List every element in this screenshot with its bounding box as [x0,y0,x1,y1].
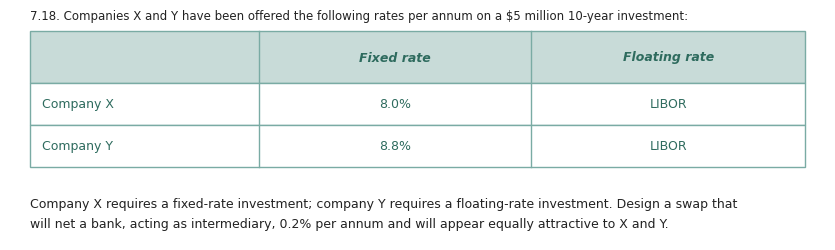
Text: 7.18. Companies X and Y have been offered the following rates per annum on a $5 : 7.18. Companies X and Y have been offere… [30,10,688,23]
Text: LIBOR: LIBOR [650,98,687,111]
Text: LIBOR: LIBOR [650,140,687,153]
Text: Company X: Company X [42,98,114,111]
Text: 8.0%: 8.0% [379,98,411,111]
Text: Company X requires a fixed-rate investment; company Y requires a floating-rate i: Company X requires a fixed-rate investme… [30,197,737,210]
Text: Fixed rate: Fixed rate [359,51,431,64]
Text: 8.8%: 8.8% [379,140,411,153]
Bar [30,126,805,167]
Text: Floating rate: Floating rate [623,51,714,64]
Bar [30,84,805,126]
Bar [30,32,805,84]
Text: will net a bank, acting as intermediary, 0.2% per annum and will appear equally : will net a bank, acting as intermediary,… [30,217,669,230]
Text: Company Y: Company Y [42,140,113,153]
